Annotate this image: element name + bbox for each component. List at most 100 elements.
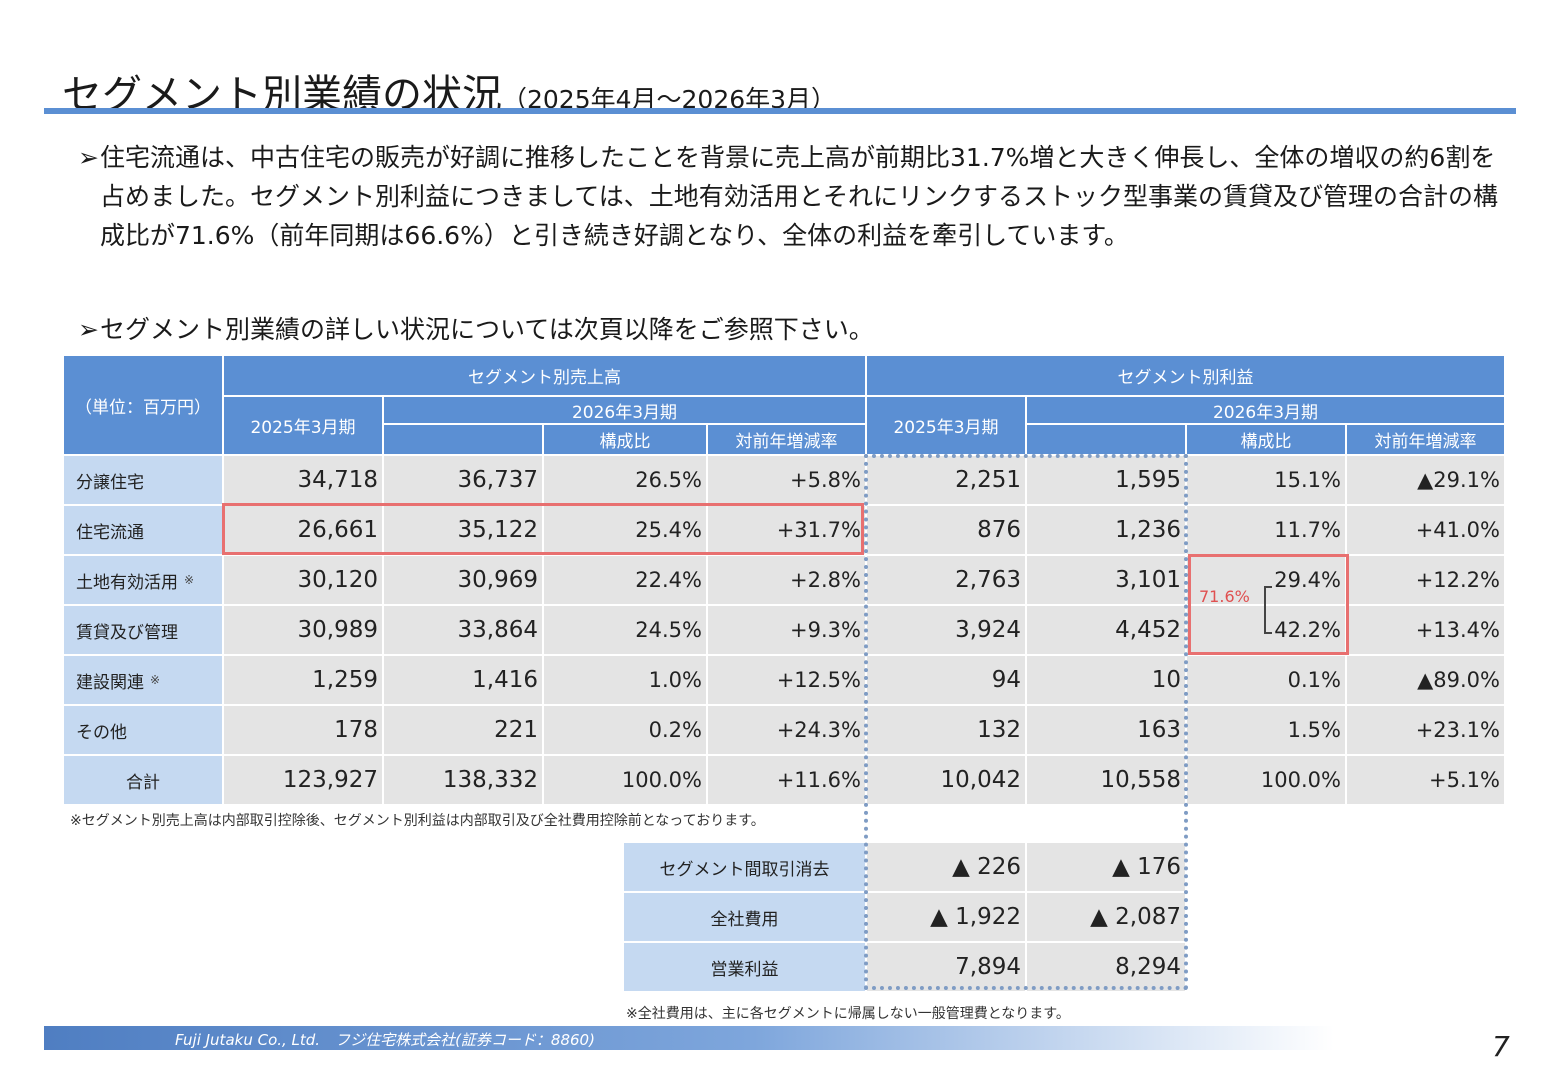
profit-prev: 3,924 [867,606,1027,656]
sales-ratio-header: 構成比 [544,425,708,456]
profit-ratio: 11.7% [1187,506,1347,556]
sales-prev: 30,120 [224,556,384,606]
bracket-icon [1264,586,1272,634]
highlight-profit-columns [864,454,1188,990]
profit-yoy-header: 対前年増減率 [1347,425,1506,456]
profit-ratio: 100.0% [1187,756,1347,806]
sales-yoy: +12.5% [708,656,867,706]
profit-curr: 4,452 [1027,606,1187,656]
bullet-text: 住宅流通は、中古住宅の販売が好調に推移したことを背景に売上高が前期比31.7%増… [100,143,1499,250]
table-footnote: ※セグメント別売上高は内部取引控除後、セグメント別利益は内部取引及び全社費用控除… [70,813,765,829]
profit-ratio: 42.2% [1187,606,1347,656]
profit-prev: 2,763 [867,556,1027,606]
profit-curr: 3,101 [1027,556,1187,606]
profit-ratio: 29.4% [1187,556,1347,606]
sales-curr: 35,122 [384,506,544,556]
profit-prev: 94 [867,656,1027,706]
sales-prev-fy-header: 2025年3月期 [224,397,384,456]
profit-curr: 1,236 [1027,506,1187,556]
bullet-arrow-icon: ➢ [78,315,99,344]
profit-prev: 876 [867,506,1027,556]
profit-ratio: 0.1% [1187,656,1347,706]
sales-header: セグメント別売上高 [224,356,867,397]
sub-table-footnote: ※全社費用は、主に各セグメントに帰属しない一般管理費となります。 [626,1006,1070,1022]
profit-yoy: +13.4% [1347,606,1506,656]
profit-curr: 1,595 [1027,456,1187,506]
sales-yoy: +2.8% [708,556,867,606]
sales-ratio: 100.0% [544,756,708,806]
sales-prev: 178 [224,706,384,756]
profit-yoy: +12.2% [1347,556,1506,606]
sales-curr: 1,416 [384,656,544,706]
row-label: 分譲住宅 [64,456,224,506]
sales-curr-fy-header: 2026年3月期 [384,397,867,425]
profit-ratio-header: 構成比 [1187,425,1347,456]
row-label: 土地有効活用 ※ [64,556,224,606]
profit-curr: 163 [1027,706,1187,756]
profit-prev-fy-header: 2025年3月期 [867,397,1027,456]
sales-prev: 123,927 [224,756,384,806]
profit-curr: 10,558 [1027,756,1187,806]
profit-header: セグメント別利益 [867,356,1506,397]
sales-ratio: 26.5% [544,456,708,506]
unit-header: （単位：百万円） [64,356,224,456]
profit-yoy: ▲89.0% [1347,656,1506,706]
sales-yoy: +9.3% [708,606,867,656]
sales-curr: 221 [384,706,544,756]
sales-ratio: 24.5% [544,606,708,656]
profit-yoy: +5.1% [1347,756,1506,806]
profit-yoy: +23.1% [1347,706,1506,756]
combined-ratio-label: 71.6% [1199,587,1250,606]
profit-yoy: ▲29.1% [1347,456,1506,506]
profit-prev: 10,042 [867,756,1027,806]
sub-curr: 8,294 [1027,943,1187,993]
sales-ratio: 1.0% [544,656,708,706]
sub-row-label: セグメント間取引消去 [624,843,867,893]
profit-ratio: 15.1% [1187,456,1347,506]
highlight-housing-resale [222,503,864,555]
profit-prev: 2,251 [867,456,1027,506]
sub-prev: 7,894 [867,943,1027,993]
bullet-text: セグメント別業績の詳しい状況については次頁以降をご参照下さい。 [100,315,874,344]
sales-yoy: +5.8% [708,456,867,506]
sales-curr: 30,969 [384,556,544,606]
sub-curr: ▲ 2,087 [1027,893,1187,943]
profit-curr-value-header [1027,425,1187,456]
profit-curr-fy-header: 2026年3月期 [1027,397,1506,425]
profit-yoy: +41.0% [1347,506,1506,556]
sub-curr: ▲ 176 [1027,843,1187,893]
row-label-total: 合計 [64,756,224,806]
row-label: 建設関連 ※ [64,656,224,706]
row-label: 住宅流通 [64,506,224,556]
highlight-combined-ratio [1188,554,1349,655]
sub-prev: ▲ 226 [867,843,1027,893]
sales-prev: 26,661 [224,506,384,556]
profit-curr: 10 [1027,656,1187,706]
bullet-2: ➢ セグメント別業績の詳しい状況については次頁以降をご参照下さい。 [78,310,1078,349]
sales-curr: 33,864 [384,606,544,656]
sub-row-label: 全社費用 [624,893,867,943]
sales-prev: 1,259 [224,656,384,706]
sales-ratio: 22.4% [544,556,708,606]
bullet-arrow-icon: ➢ [78,143,99,172]
note-mark: ※ [150,673,161,687]
sales-ratio: 25.4% [544,506,708,556]
sales-prev: 30,989 [224,606,384,656]
note-mark: ※ [184,573,195,587]
row-label: 賃貸及び管理 [64,606,224,656]
page-number: 7 [1492,1030,1510,1063]
sales-yoy: +11.6% [708,756,867,806]
footer-company: Fuji Jutaku Co., Ltd. フジ住宅株式会社(証券コード：886… [175,1031,595,1049]
sub-row-label: 営業利益 [624,943,867,993]
profit-prev: 132 [867,706,1027,756]
sales-curr-value-header [384,425,544,456]
sales-yoy-header: 対前年増減率 [708,425,867,456]
bullet-1: ➢ 住宅流通は、中古住宅の販売が好調に推移したことを背景に売上高が前期比31.7… [78,138,1498,255]
sub-prev: ▲ 1,922 [867,893,1027,943]
sales-curr: 138,332 [384,756,544,806]
sales-yoy: +24.3% [708,706,867,756]
sales-ratio: 0.2% [544,706,708,756]
profit-ratio: 1.5% [1187,706,1347,756]
row-label: その他 [64,706,224,756]
sales-yoy: +31.7% [708,506,867,556]
